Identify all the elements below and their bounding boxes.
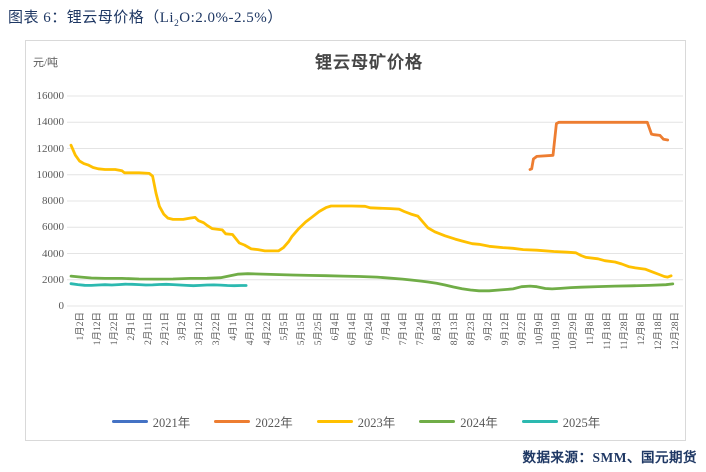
legend-swatch bbox=[111, 419, 148, 424]
x-tick-label: 12月28日 bbox=[671, 312, 681, 351]
legend-item: 2021年 bbox=[111, 412, 191, 431]
legend-item: 2025年 bbox=[521, 412, 601, 431]
x-tick-label: 1月22日 bbox=[110, 312, 120, 346]
x-tick-label: 10月19日 bbox=[552, 312, 562, 351]
y-tick-label: 8000 bbox=[42, 195, 64, 207]
x-tick-label: 1月2日 bbox=[76, 312, 86, 341]
x-tick-label: 10月9日 bbox=[535, 312, 545, 346]
chart-legend: 2021年 2022年 2023年 2024年 2025年 bbox=[56, 412, 656, 431]
y-tick-label: 16000 bbox=[36, 90, 65, 102]
y-axis-unit-label: 元/吨 bbox=[33, 57, 59, 69]
y-tick-label: 10000 bbox=[36, 168, 65, 181]
series-line-2023年 bbox=[69, 143, 673, 279]
chart-canvas bbox=[67, 95, 683, 307]
x-tick-label: 11月28日 bbox=[620, 312, 630, 350]
figure-caption-prefix: 图表 6：锂云母价格（Li bbox=[8, 10, 175, 26]
x-tick-label: 3月22日 bbox=[212, 312, 222, 346]
series-line-2024年 bbox=[69, 272, 675, 293]
legend-swatch bbox=[214, 419, 251, 424]
x-tick-label: 11月8日 bbox=[586, 312, 596, 345]
legend-label: 2025年 bbox=[562, 416, 601, 430]
x-tick-label: 5月15日 bbox=[297, 312, 307, 346]
y-tick-label: 12000 bbox=[36, 142, 65, 155]
x-tick-label: 6月4日 bbox=[331, 312, 341, 341]
y-tick-label: 4000 bbox=[42, 247, 64, 260]
legend-swatch bbox=[521, 419, 558, 424]
y-tick-label: 14000 bbox=[36, 116, 65, 129]
legend-label: 2024年 bbox=[460, 416, 498, 430]
x-tick-label: 4月22日 bbox=[263, 312, 273, 346]
series-line-2022年 bbox=[528, 120, 670, 171]
x-tick-label: 7月4日 bbox=[382, 312, 392, 341]
x-tick-label: 6月14日 bbox=[348, 312, 358, 346]
x-tick-label: 8月23日 bbox=[467, 312, 477, 346]
chart-panel: 元/吨 锂云母矿价格 0 2000 4000 6000 8000 10000 12000 14… bbox=[25, 40, 686, 441]
x-tick-label: 4月1日 bbox=[229, 312, 239, 341]
x-tick-label: 3月2日 bbox=[178, 312, 188, 341]
y-tick-label: 6000 bbox=[42, 221, 64, 234]
figure-caption-subscript: 2 bbox=[174, 19, 180, 29]
series-line-2025年 bbox=[69, 282, 248, 288]
x-tick-label: 1月12日 bbox=[93, 312, 103, 346]
x-tick-label: 4月12日 bbox=[246, 312, 256, 346]
data-source: 数据来源：SMM、国元期货 bbox=[522, 450, 697, 465]
x-tick-label: 7月14日 bbox=[399, 312, 409, 346]
legend-label: 2021年 bbox=[152, 416, 191, 430]
legend-swatch bbox=[419, 419, 456, 424]
x-tick-label: 9月22日 bbox=[518, 312, 528, 346]
x-tick-label: 12月8日 bbox=[637, 312, 647, 346]
legend-item: 2023年 bbox=[316, 412, 396, 431]
y-tick-label: 0 bbox=[58, 300, 65, 312]
x-tick-label: 2月11日 bbox=[144, 312, 154, 345]
legend-label: 2022年 bbox=[255, 416, 293, 430]
x-tick-label: 9月2日 bbox=[484, 312, 494, 341]
x-tick-label: 12月18日 bbox=[654, 312, 664, 351]
x-tick-label: 5月25日 bbox=[314, 312, 324, 346]
x-tick-label: 8月13日 bbox=[450, 312, 460, 346]
x-tick-label: 10月29日 bbox=[569, 312, 579, 351]
x-tick-label: 11月18日 bbox=[603, 312, 613, 350]
x-tick-label: 9月12日 bbox=[501, 312, 511, 346]
x-tick-label: 7月24日 bbox=[416, 312, 426, 346]
x-tick-label: 2月21日 bbox=[161, 312, 171, 346]
legend-label: 2023年 bbox=[357, 416, 396, 430]
legend-item: 2022年 bbox=[214, 412, 293, 431]
figure-caption: 图表 6：锂云母价格（Li2O:2.0%-2.5%） bbox=[8, 6, 283, 29]
x-tick-label: 3月12日 bbox=[195, 312, 205, 346]
x-tick-label: 5月5日 bbox=[280, 312, 290, 341]
figure-caption-suffix: O:2.0%-2.5%） bbox=[179, 10, 283, 26]
x-tick-label: 8月3日 bbox=[433, 312, 443, 341]
y-tick-label: 2000 bbox=[42, 273, 64, 286]
legend-swatch bbox=[316, 419, 353, 424]
x-tick-label: 2月1日 bbox=[127, 312, 137, 341]
chart-title: 锂云母矿价格 bbox=[315, 53, 423, 72]
x-tick-label: 6月24日 bbox=[365, 312, 375, 346]
legend-item: 2024年 bbox=[419, 412, 498, 431]
